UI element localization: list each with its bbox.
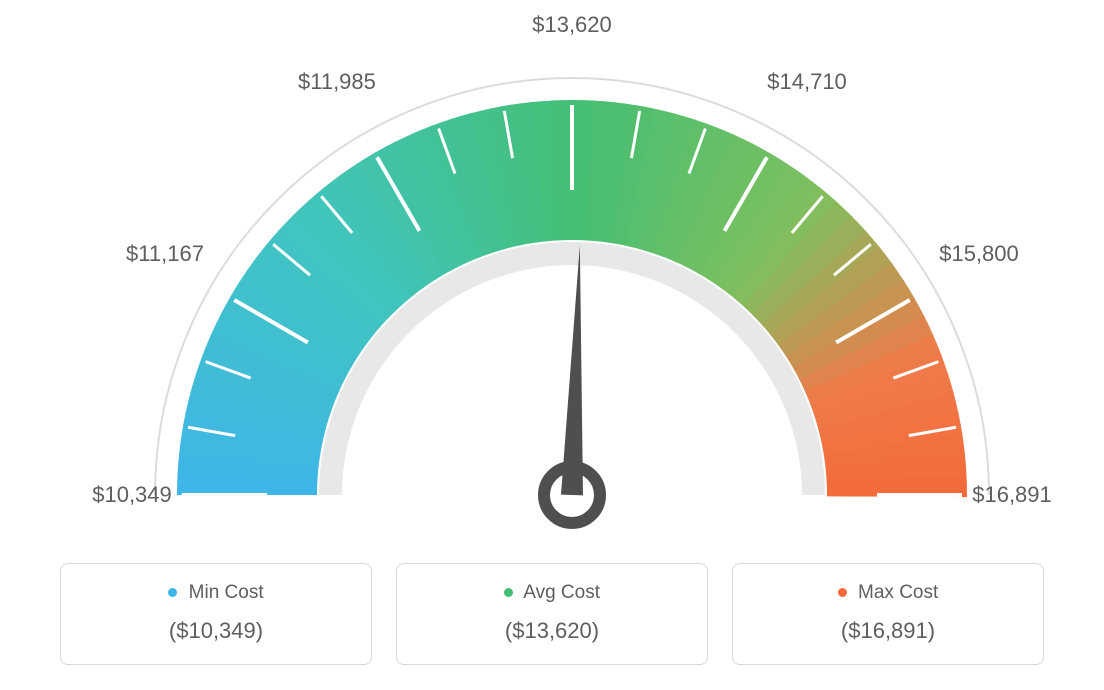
gauge-tick-label: $11,985 xyxy=(298,69,376,95)
legend-value-min: ($10,349) xyxy=(71,618,361,644)
gauge-tick-label: $10,349 xyxy=(92,482,172,508)
legend-title-max-text: Max Cost xyxy=(858,582,938,603)
legend-title-max: Max Cost xyxy=(743,582,1033,604)
legend-card-min: Min Cost ($10,349) xyxy=(60,563,372,665)
legend-value-avg: ($13,620) xyxy=(407,618,697,644)
gauge-svg xyxy=(20,25,1104,545)
gauge-area: $10,349$11,167$11,985$13,620$14,710$15,8… xyxy=(20,25,1084,545)
legend-title-min: Min Cost xyxy=(71,582,361,604)
legend-dot-max xyxy=(838,588,847,597)
legend-title-avg-text: Avg Cost xyxy=(523,582,600,603)
gauge-tick-label: $11,167 xyxy=(126,241,204,267)
gauge-tick-label: $13,620 xyxy=(532,12,612,38)
gauge-tick-label: $14,710 xyxy=(767,69,847,95)
legend-card-avg: Avg Cost ($13,620) xyxy=(396,563,708,665)
legend-card-max: Max Cost ($16,891) xyxy=(732,563,1044,665)
legend-title-avg: Avg Cost xyxy=(407,582,697,604)
legend-value-max: ($16,891) xyxy=(743,618,1033,644)
legend-dot-avg xyxy=(504,588,513,597)
legend-row: Min Cost ($10,349) Avg Cost ($13,620) Ma… xyxy=(20,563,1084,665)
legend-title-min-text: Min Cost xyxy=(189,582,264,603)
cost-gauge-widget: $10,349$11,167$11,985$13,620$14,710$15,8… xyxy=(20,25,1084,665)
gauge-tick-label: $15,800 xyxy=(939,241,1019,267)
gauge-tick-label: $16,891 xyxy=(972,482,1052,508)
legend-dot-min xyxy=(168,588,177,597)
